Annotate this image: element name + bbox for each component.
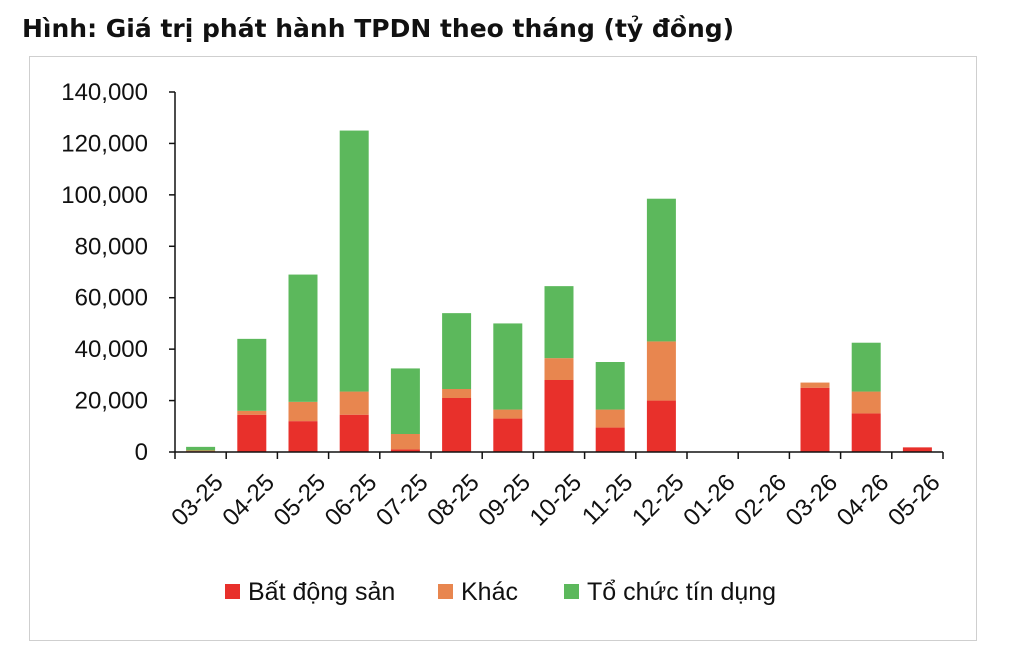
x-tick-label: 08-25 [422, 469, 485, 532]
y-tick-label: 20,000 [75, 388, 148, 415]
bar-07-25-series-0 [390, 449, 420, 452]
legend: Bất động sản Khác Tổ chức tín dụng [225, 578, 776, 606]
y-tick-label: 100,000 [61, 182, 148, 209]
x-tick-label: 07-25 [371, 469, 434, 532]
bar-07-25-series-1 [390, 434, 420, 450]
x-tick-label: 11-25 [577, 469, 638, 530]
bar-04-25-series-1 [237, 410, 267, 415]
bar-12-25-series-0 [646, 400, 676, 452]
bar-11-25-series-0 [595, 427, 625, 452]
x-tick-label: 12-25 [627, 469, 690, 532]
bar-11-25-series-2 [595, 362, 625, 410]
bar-04-26-series-0 [851, 413, 881, 452]
legend-label-0: Bất động sản [248, 578, 395, 606]
bar-10-25-series-2 [544, 286, 574, 359]
bar-03-25-series-1 [186, 450, 216, 452]
x-tick-label: 03-26 [781, 469, 844, 532]
bar-08-25-series-2 [442, 313, 472, 389]
bar-10-25-series-1 [544, 358, 574, 380]
bar-05-26-series-0 [902, 447, 932, 452]
bars-group [186, 130, 932, 452]
x-tick-label: 02-26 [729, 469, 792, 532]
bar-08-25-series-0 [442, 398, 472, 452]
bar-04-26-series-2 [851, 342, 881, 392]
y-tick-label: 40,000 [75, 336, 148, 363]
x-tick-label: 06-25 [320, 469, 383, 532]
chart-title: Hình: Giá trị phát hành TPDN theo tháng … [22, 14, 735, 43]
bar-05-25-series-1 [288, 401, 318, 422]
y-tick-label: 80,000 [75, 233, 148, 260]
bar-03-25-series-2 [186, 446, 216, 451]
x-ticks-group: 03-2504-2505-2506-2507-2508-2509-2510-25… [166, 452, 946, 532]
bar-04-25-series-0 [237, 414, 267, 452]
x-tick-label: 03-25 [166, 469, 229, 532]
y-tick-label: 120,000 [61, 130, 148, 157]
y-ticks-group: 0 20,000 40,000 60,000 80,000 100,000 120,000 1… [61, 79, 175, 466]
y-tick-label: 0 [135, 439, 148, 466]
x-tick-label: 09-25 [473, 469, 536, 532]
bar-11-25-series-1 [595, 409, 625, 428]
legend-label-1: Khác [461, 578, 518, 606]
bar-10-25-series-0 [544, 380, 574, 452]
axes-group [174, 92, 943, 453]
bar-08-25-series-1 [442, 389, 472, 398]
bar-09-25-series-2 [493, 323, 523, 410]
bar-09-25-series-1 [493, 409, 523, 419]
bar-06-25-series-0 [339, 414, 369, 452]
bar-12-25-series-2 [646, 198, 676, 342]
bar-03-26-series-0 [800, 387, 830, 452]
bar-09-25-series-0 [493, 418, 523, 452]
x-tick-label: 04-26 [832, 469, 895, 532]
y-tick-label: 60,000 [75, 285, 148, 312]
bar-05-25-series-2 [288, 274, 318, 402]
bar-04-26-series-1 [851, 391, 881, 414]
legend-label-2: Tổ chức tín dụng [587, 578, 776, 606]
y-tick-label: 140,000 [61, 79, 148, 106]
chart-frame [29, 56, 977, 641]
x-tick-label: 01-26 [678, 469, 741, 532]
bar-06-25-series-1 [339, 391, 369, 415]
x-tick-label: 05-26 [883, 469, 946, 532]
bar-05-25-series-0 [288, 421, 318, 452]
x-tick-label: 10-25 [525, 469, 588, 532]
bar-07-25-series-2 [390, 368, 420, 434]
bar-12-25-series-1 [646, 341, 676, 401]
legend-swatch-1 [438, 584, 453, 599]
bar-04-25-series-2 [237, 338, 267, 411]
x-tick-label: 04-25 [217, 469, 280, 532]
x-tick-label: 05-25 [269, 469, 332, 532]
legend-swatch-2 [564, 584, 579, 599]
bar-03-26-series-1 [800, 382, 830, 388]
bar-06-25-series-2 [339, 130, 369, 392]
legend-swatch-0 [225, 584, 240, 599]
